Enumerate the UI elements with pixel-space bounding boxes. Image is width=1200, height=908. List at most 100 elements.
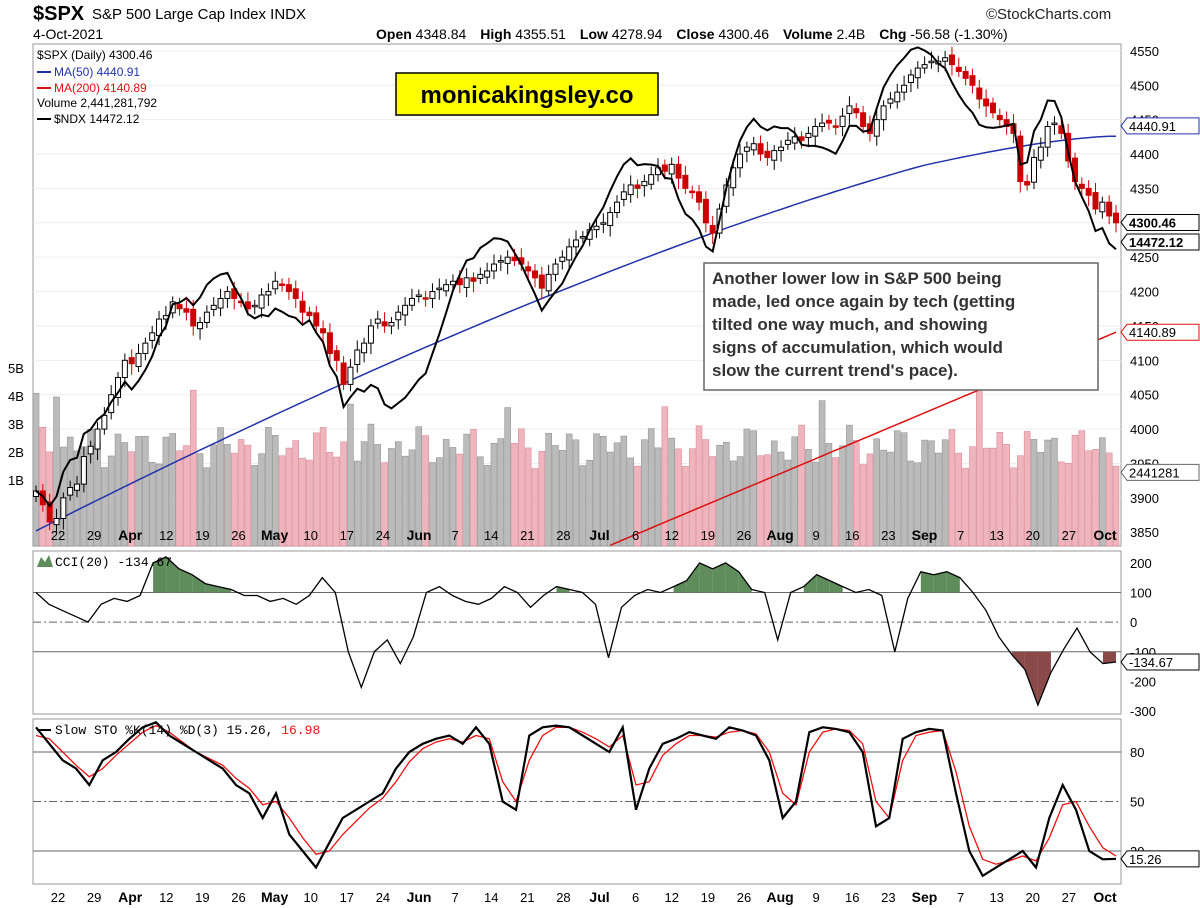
volume-bar — [278, 455, 286, 547]
cci-fill-positive — [192, 574, 206, 593]
candle-body — [620, 191, 627, 200]
volume-bar — [313, 432, 320, 547]
volume-bar — [162, 436, 170, 547]
candle-body — [470, 277, 477, 282]
volume-bar — [265, 427, 272, 547]
x-tick-label: 21 — [520, 890, 534, 905]
volume-bar — [784, 459, 792, 547]
volume-bar — [593, 433, 600, 547]
cci-panel-frame — [32, 550, 1122, 715]
candle-body — [743, 146, 750, 152]
x-tick-label: 12 — [159, 528, 173, 543]
volume-bar — [825, 443, 833, 547]
x-tick-label: 26 — [231, 890, 245, 905]
candle-body — [313, 312, 320, 327]
x-tick-label: 27 — [1062, 890, 1076, 905]
x-tick-label: 23 — [881, 528, 895, 543]
x-tick-label: Apr — [118, 889, 143, 905]
x-tick-label: 14 — [484, 528, 498, 543]
candle-body — [176, 304, 183, 310]
value-tag — [1120, 463, 1200, 481]
volume-tick-label: 1B — [8, 473, 24, 488]
volume-bar — [203, 467, 211, 547]
sto-d-line — [35, 724, 1117, 865]
candle-body — [251, 304, 258, 308]
volume-bar — [552, 445, 559, 547]
value-tag-label: 4140.89 — [1129, 325, 1176, 340]
x-tick-label: 24 — [376, 890, 390, 905]
candle-body — [983, 98, 990, 107]
volume-bar — [565, 433, 573, 547]
ndx-line — [35, 46, 1117, 508]
volume-bar — [196, 453, 204, 547]
cci-tick-label: 100 — [1130, 585, 1152, 600]
volume-bar — [900, 432, 908, 547]
x-tick-label: Sep — [912, 527, 938, 543]
volume-bar — [299, 457, 306, 547]
ohlc-label-chg: Chg — [879, 26, 911, 42]
candle-body — [87, 445, 94, 455]
volume-bar — [32, 392, 40, 547]
x-tick-label: 29 — [87, 890, 101, 905]
volume-bar — [367, 423, 375, 547]
candle-body — [579, 236, 586, 239]
volume-bar — [128, 451, 135, 547]
candle-body — [381, 321, 388, 327]
volume-bar — [80, 446, 88, 547]
candle-body — [969, 75, 976, 86]
volume-tick-label: 2B — [8, 445, 24, 460]
candle-body — [490, 263, 497, 272]
candle-body — [996, 115, 1003, 121]
candle-body — [408, 297, 415, 306]
x-tick-label: Sep — [912, 889, 938, 905]
candle-body — [853, 108, 860, 114]
sto-legend: Slow STO %K(14) %D(3) 15.26, 16.98 — [37, 723, 320, 738]
legend-ndx: $NDX 14472.12 — [54, 112, 140, 126]
candle-body — [784, 139, 791, 145]
cci-fill-positive — [829, 580, 843, 593]
price-tick-label: 4350 — [1130, 181, 1159, 196]
volume-bar — [319, 427, 327, 547]
volume-bar — [1078, 430, 1086, 547]
volume-bar — [989, 447, 997, 547]
x-tick-label: 20 — [1026, 890, 1040, 905]
candle-body — [825, 119, 832, 124]
candle-body — [1106, 201, 1113, 217]
cci-fill-negative — [1102, 651, 1116, 664]
candle-body — [347, 366, 354, 385]
candle-body — [689, 190, 696, 194]
candle-body — [429, 291, 436, 299]
volume-bar — [436, 457, 443, 547]
volume-bar — [292, 440, 299, 547]
volume-bar — [846, 424, 853, 547]
x-tick-label: 14 — [484, 890, 498, 905]
candle-body — [388, 322, 395, 327]
candle-body — [265, 291, 272, 296]
volume-bar — [1023, 431, 1031, 547]
candle-body — [374, 318, 381, 324]
volume-bar — [1003, 443, 1010, 547]
candle-body — [402, 304, 409, 316]
candle-body — [149, 332, 156, 341]
volume-bar — [1105, 452, 1113, 547]
volume-bar — [928, 440, 935, 547]
sto-tick-label: 80 — [1130, 745, 1144, 760]
candle-body — [948, 54, 955, 66]
candle-body — [326, 332, 333, 354]
cci-fill-positive — [218, 586, 232, 593]
x-tick-label: 29 — [87, 528, 101, 543]
x-tick-label: 7 — [452, 528, 459, 543]
stockcharts-logo[interactable]: ©StockCharts.com — [986, 6, 1112, 23]
volume-bar — [982, 447, 990, 547]
candle-body — [607, 211, 614, 227]
volume-bar — [996, 432, 1004, 547]
volume-bar — [381, 462, 388, 547]
cci-value-label: -134.67 — [1129, 655, 1173, 670]
candle-body — [696, 191, 703, 203]
cci-fill-positive — [712, 562, 726, 593]
x-tick-label: 16 — [845, 528, 859, 543]
candle-body — [675, 163, 682, 179]
volume-bar — [415, 426, 423, 547]
volume-bar — [449, 447, 457, 547]
volume-bar — [1051, 437, 1058, 547]
